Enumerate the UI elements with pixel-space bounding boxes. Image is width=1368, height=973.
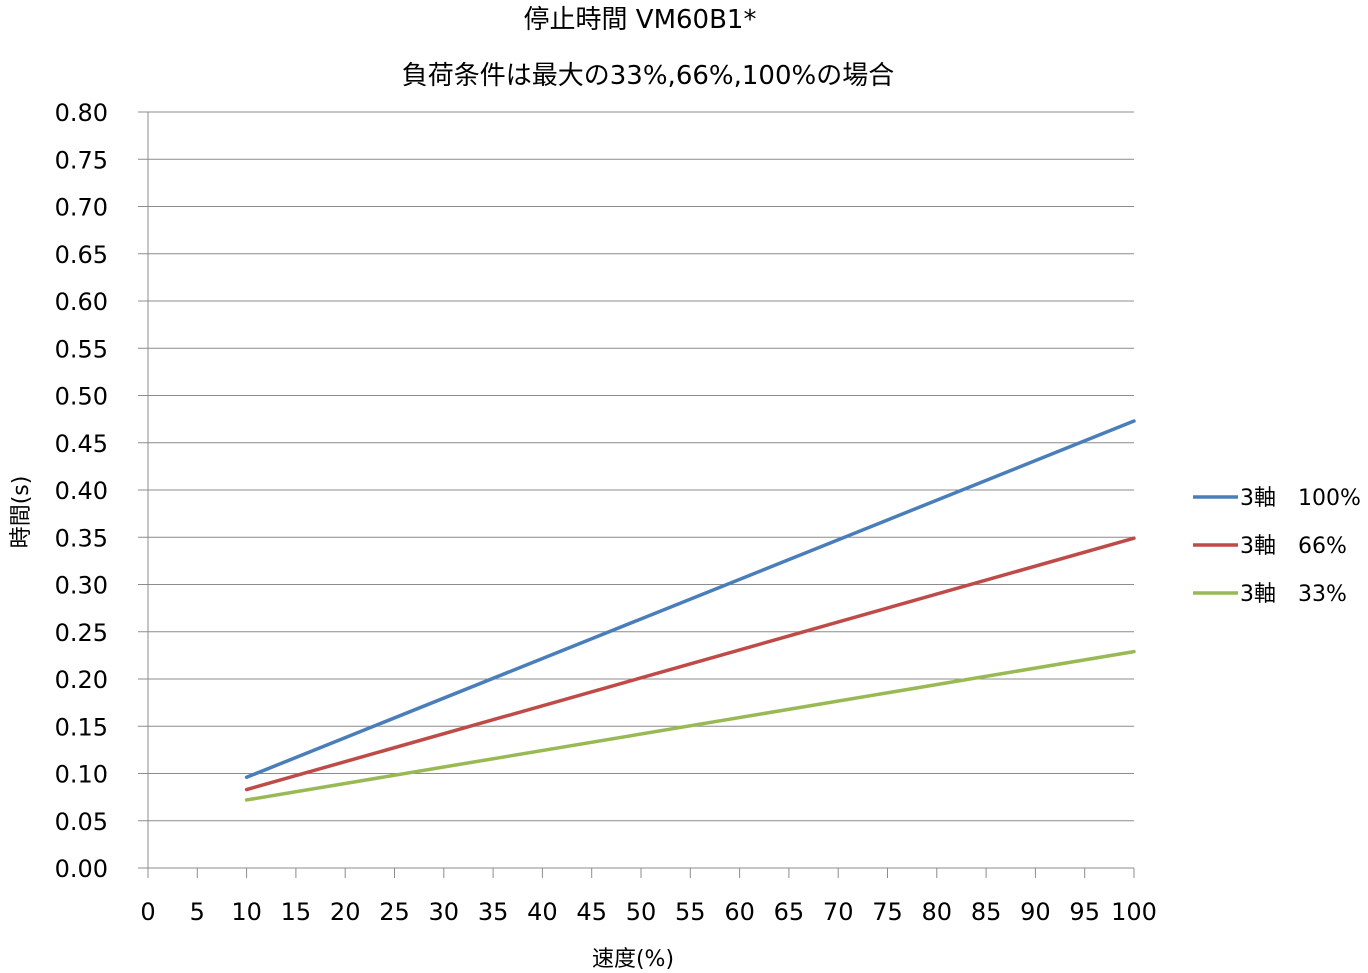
legend-label-1: 3軸 100% xyxy=(1240,486,1361,511)
x-tick-label: 95 xyxy=(1069,898,1100,926)
x-axis-label: 速度(%) xyxy=(592,947,674,972)
x-tick-label: 80 xyxy=(922,898,953,926)
y-tick-label: 0.00 xyxy=(55,855,108,883)
y-tick-label: 0.75 xyxy=(55,146,108,174)
legend-label-2: 3軸 66% xyxy=(1240,534,1347,559)
y-tick-labels: 0.00 0.05 0.10 0.15 0.20 0.25 0.30 0.35 0.40 0.45… xyxy=(55,99,108,883)
y-tick-label: 0.50 xyxy=(55,383,108,411)
y-tick-label: 0.05 xyxy=(55,808,108,836)
x-tick-label: 30 xyxy=(429,898,460,926)
y-axis-label: 時間(s) xyxy=(9,476,34,549)
x-tick-label: 20 xyxy=(330,898,361,926)
y-tick-label: 0.10 xyxy=(55,761,108,789)
x-tick-labels: 0 5 10 15 20 25 30 35 40 45 50 55 60 65 70 75 80 85 90 95 10… xyxy=(140,898,1157,926)
series-line-3 xyxy=(244,649,1136,802)
x-tick-label: 45 xyxy=(576,898,607,926)
y-tick-label: 0.20 xyxy=(55,666,108,694)
axes xyxy=(138,111,1135,878)
y-tick-label: 0.35 xyxy=(55,524,108,552)
y-tick-label: 0.45 xyxy=(55,430,108,458)
y-tick-label: 0.55 xyxy=(55,335,108,363)
y-tick-label: 0.70 xyxy=(55,194,108,222)
x-tick-label: 50 xyxy=(626,898,657,926)
x-tick-label: 100 xyxy=(1111,898,1157,926)
series-line-2 xyxy=(244,536,1136,792)
x-tick-label: 75 xyxy=(872,898,903,926)
chart-subtitle: 負荷条件は最大の33%,66%,100%の場合 xyxy=(402,61,894,91)
x-tick-label: 70 xyxy=(823,898,854,926)
y-tick-label: 0.80 xyxy=(55,99,108,127)
series-lines xyxy=(244,419,1136,802)
legend: 3軸 100% 3軸 66% 3軸 33% xyxy=(1193,486,1361,607)
x-tick-label: 55 xyxy=(675,898,706,926)
x-tick-label: 65 xyxy=(774,898,805,926)
chart-title: 停止時間 VM60B1* xyxy=(524,5,757,35)
y-tick-label: 0.30 xyxy=(55,572,108,600)
y-tick-label: 0.60 xyxy=(55,288,108,316)
y-tick-label: 0.15 xyxy=(55,713,108,741)
x-tick-label: 0 xyxy=(140,898,155,926)
x-tick-label: 10 xyxy=(231,898,262,926)
x-tick-label: 85 xyxy=(971,898,1002,926)
series-line-1 xyxy=(244,419,1136,780)
x-tick-label: 40 xyxy=(527,898,558,926)
legend-label-3: 3軸 33% xyxy=(1240,582,1347,607)
x-tick-label: 15 xyxy=(281,898,312,926)
y-tick-label: 0.25 xyxy=(55,619,108,647)
gridlines xyxy=(148,111,1134,822)
x-tick-label: 5 xyxy=(190,898,205,926)
y-tick-label: 0.65 xyxy=(55,241,108,269)
x-tick-label: 90 xyxy=(1020,898,1051,926)
y-tick-label: 0.40 xyxy=(55,477,108,505)
x-tick-label: 35 xyxy=(478,898,509,926)
x-tick-label: 60 xyxy=(724,898,755,926)
x-tick-label: 25 xyxy=(379,898,410,926)
